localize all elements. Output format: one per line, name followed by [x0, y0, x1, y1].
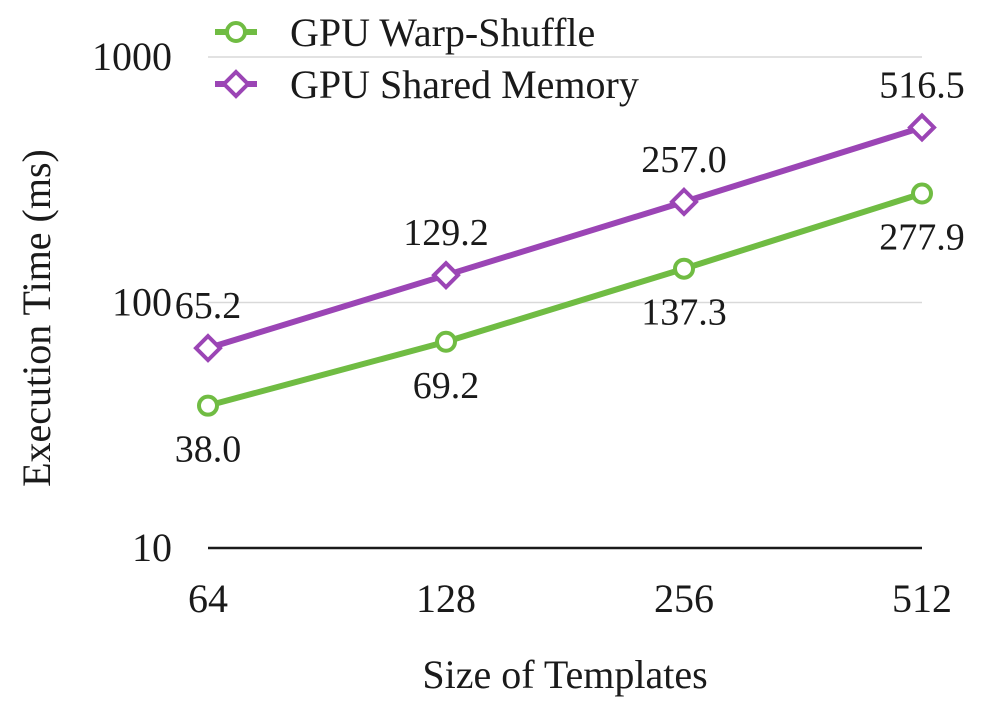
x-tick-label: 128 — [416, 576, 476, 621]
legend-label: GPU Warp-Shuffle — [290, 10, 595, 55]
data-label: 277.9 — [879, 217, 965, 259]
legend-label: GPU Shared Memory — [290, 62, 639, 107]
data-label: 129.2 — [403, 212, 489, 254]
axes: 10 100 1000 64 128 256 512 — [92, 34, 952, 621]
y-tick-label: 100 — [112, 280, 172, 325]
data-label: 65.2 — [175, 285, 242, 327]
legend-item: GPU Shared Memory — [215, 62, 639, 107]
data-label: 69.2 — [413, 365, 480, 407]
series-lines — [193, 112, 937, 417]
data-point-circle — [197, 394, 219, 417]
series-gpu-warp-shuffle — [197, 182, 933, 417]
data-label: 38.0 — [175, 429, 242, 471]
x-axis-title: Size of Templates — [422, 652, 707, 697]
series-line — [207, 190, 923, 409]
legend-item: GPU Warp-Shuffle — [215, 10, 595, 55]
data-point-diamond — [193, 333, 223, 363]
data-label: 137.3 — [641, 292, 727, 334]
data-point-diamond — [431, 260, 461, 291]
legend-marker-circle — [225, 21, 247, 43]
y-tick-label: 1000 — [92, 34, 172, 79]
data-label: 257.0 — [641, 139, 727, 181]
x-tick-label: 512 — [892, 576, 952, 621]
y-tick-label: 10 — [132, 525, 172, 570]
x-tick-label: 256 — [654, 576, 714, 621]
data-point-diamond — [669, 187, 699, 217]
series-gpu-shared-memory — [193, 112, 937, 363]
legend-marker-diamond — [221, 69, 251, 99]
series-line — [207, 124, 923, 351]
x-tick-label: 64 — [188, 576, 228, 621]
data-point-circle — [435, 330, 457, 353]
data-point-diamond — [907, 112, 937, 143]
y-axis-title: Execution Time (ms) — [14, 149, 59, 487]
data-point-circle — [673, 257, 695, 280]
data-labels: 38.0 69.2 137.3 277.9 65.2 129.2 257.0 516.5 — [175, 64, 965, 470]
legend: GPU Warp-Shuffle GPU Shared Memory — [215, 10, 639, 107]
data-label: 516.5 — [879, 64, 965, 106]
data-point-circle — [911, 182, 933, 205]
